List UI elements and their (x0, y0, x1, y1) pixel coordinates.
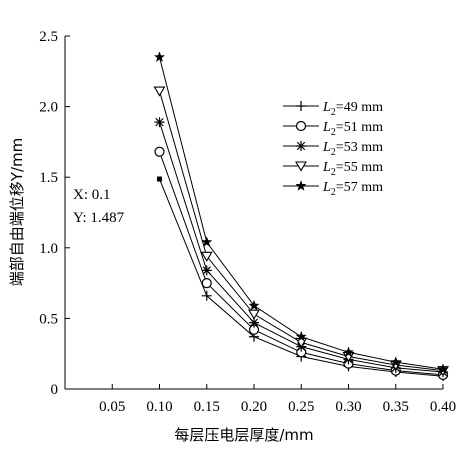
legend-label-prefix: L (322, 100, 331, 115)
legend-marker (296, 141, 306, 151)
legend-label-value: = (336, 180, 344, 195)
data-point (437, 363, 449, 375)
data-point (154, 146, 165, 157)
legend-label: L2=51 mm (322, 120, 383, 138)
data-point (248, 309, 260, 320)
y-tick-label: 1.5 (39, 170, 58, 186)
data-point (295, 330, 307, 342)
legend-entry: L2=55 mm (283, 160, 383, 178)
annotation-y-text: Y: 1.487 (73, 210, 125, 226)
legend-label-sub: 2 (331, 147, 336, 158)
data-point (201, 290, 212, 301)
legend-label-name: 57 mm (344, 180, 383, 195)
data-point (249, 317, 259, 328)
legend-label-name: 51 mm (344, 120, 383, 135)
ticks: 0.05 0.10 0.15 0.20 0.25 0.30 0.35 0.40 0 0.5 1.0 1… (39, 29, 456, 415)
y-tick-label: 0.5 (39, 311, 58, 327)
legend-label-value: = (336, 160, 344, 175)
data-point (154, 117, 165, 128)
legend-label-name: 49 mm (344, 100, 383, 115)
legend-marker (296, 101, 306, 111)
legend-marker (295, 120, 307, 132)
x-tick-label: 0.10 (146, 399, 172, 415)
legend-label-prefix: L (322, 140, 331, 155)
data-tip-annotation: X: 0.1 Y: 1.487 (73, 187, 125, 226)
legend-label-prefix: L (322, 120, 331, 135)
legend-label: L2=57 mm (322, 180, 383, 198)
legend-entry: L2=53 mm (283, 140, 383, 158)
legend-label-value: = (336, 100, 344, 115)
series-group (153, 51, 449, 382)
legend-marker (295, 161, 307, 172)
data-point (153, 51, 166, 62)
legend-entry: L2=51 mm (283, 120, 383, 138)
data-point (342, 346, 355, 358)
y-axis-title: 端部自由端位移Y/mm (8, 138, 26, 286)
legend-label-name: 53 mm (344, 140, 383, 155)
x-tick-label: 0.40 (430, 399, 456, 415)
legend-label-sub: 2 (331, 187, 336, 198)
data-point (390, 356, 402, 367)
series-5 (153, 51, 449, 375)
x-tick-label: 0.15 (194, 399, 220, 415)
x-tick-label: 0.30 (335, 399, 361, 415)
legend-label-prefix: L (322, 160, 331, 175)
y-tick-label: 2.0 (39, 100, 58, 116)
data-point (200, 251, 213, 262)
legend-marker (295, 180, 307, 191)
data-point (248, 299, 260, 311)
series-line (159, 90, 444, 372)
x-axis-title: 每层压电层厚度/mm (174, 426, 313, 444)
data-point (201, 265, 212, 276)
legend-label: L2=53 mm (322, 140, 383, 158)
legend-label-name: 55 mm (344, 160, 383, 175)
legend-entry: L2=49 mm (283, 100, 383, 118)
legend-label: L2=55 mm (322, 160, 383, 178)
x-tick-label: 0.20 (241, 399, 267, 415)
legend-label: L2=49 mm (322, 100, 383, 118)
legend-label-sub: 2 (331, 127, 336, 138)
legend-label-value: = (336, 140, 344, 155)
x-tick-label: 0.25 (288, 399, 314, 415)
y-tick-label: 2.5 (39, 29, 58, 45)
y-tick-label: 1.0 (39, 241, 58, 257)
data-point (153, 86, 166, 97)
legend-label-sub: 2 (331, 107, 336, 118)
legend-label-prefix: L (322, 180, 331, 195)
data-point (201, 278, 212, 289)
legend-label-value: = (336, 120, 344, 135)
legend-entry: L2=57 mm (283, 180, 383, 198)
legend-label-sub: 2 (331, 167, 336, 178)
x-tick-label: 0.35 (383, 399, 409, 415)
y-tick-label: 0 (51, 382, 59, 398)
x-tick-label: 0.05 (99, 399, 125, 415)
annotation-x-text: X: 0.1 (73, 187, 111, 203)
data-point-highlight (157, 176, 162, 182)
data-point (201, 236, 213, 247)
